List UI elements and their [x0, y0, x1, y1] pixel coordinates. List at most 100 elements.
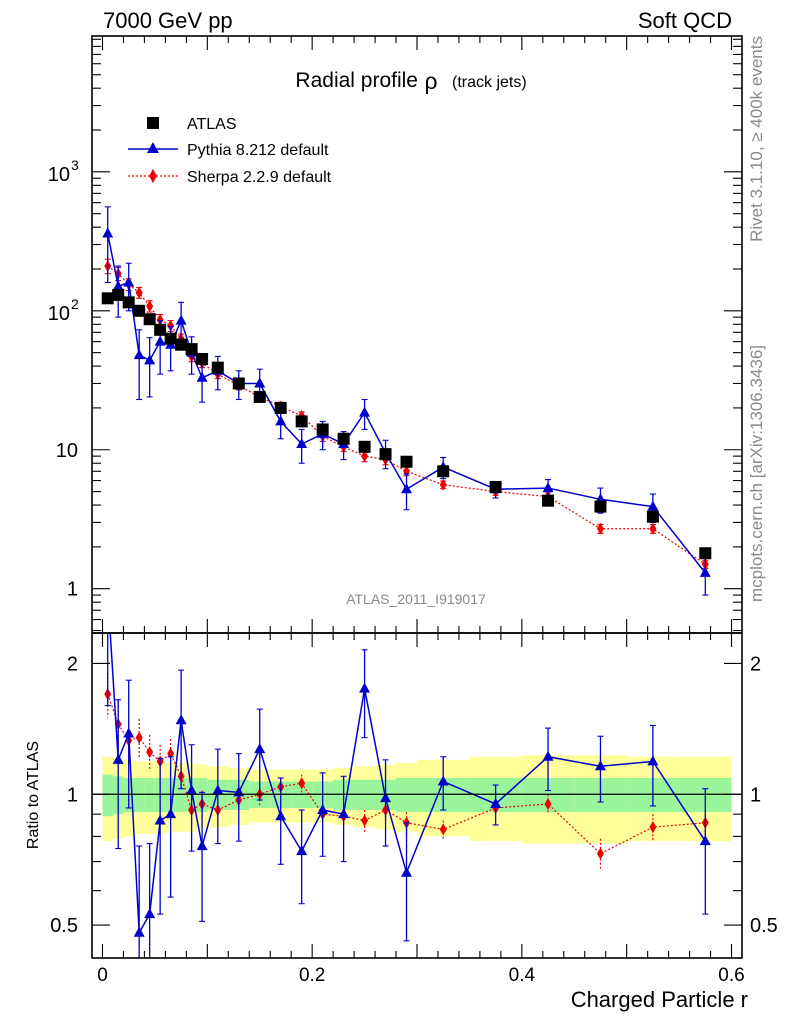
- atlas-point: [122, 296, 135, 309]
- pythia-point: [275, 415, 287, 426]
- ratio-uncertainty-band: [102, 755, 732, 844]
- pythia-ratio-point: [175, 714, 187, 725]
- pythia-ratio-point: [186, 784, 198, 795]
- pythia-ratio-point: [542, 750, 554, 761]
- pythia-point: [647, 500, 659, 511]
- atlas-point: [646, 510, 659, 523]
- pythia-ratio-point: [196, 840, 208, 851]
- pythia-point: [154, 335, 166, 346]
- y-tick-label-main: 1: [67, 579, 78, 601]
- y-tick-label-ratio-left: 1: [67, 784, 78, 806]
- chart-title-sub: (track jets): [452, 74, 527, 91]
- pythia-ratio-point: [212, 784, 224, 795]
- atlas-point: [274, 401, 287, 414]
- sherpa-ratio-point: [439, 823, 447, 836]
- legend: ATLAS Pythia 8.212 default Sherpa 2.2.9 …: [128, 116, 332, 186]
- pythia-ratio-point: [647, 755, 659, 766]
- pythia-point: [254, 377, 266, 388]
- pythia-point: [144, 354, 156, 365]
- x-tick-label: 0.2: [299, 965, 325, 986]
- sherpa-ratio-point: [146, 746, 154, 759]
- y-tick-label-main-exponent: 3: [71, 157, 79, 173]
- pythia-point: [133, 349, 145, 360]
- pythia-ratio-point: [112, 753, 124, 764]
- pythia-ratio-point: [594, 760, 606, 771]
- y-tick-label-ratio-left: 0.5: [50, 915, 78, 937]
- sherpa-ratio-point: [135, 731, 143, 744]
- sherpa-ratio-line: [107, 693, 706, 855]
- atlas-point: [175, 338, 188, 351]
- atlas-point: [232, 377, 245, 390]
- sherpa-point: [649, 522, 657, 535]
- pythia-ratio-point: [380, 792, 392, 803]
- y-tick-label-main-exponent: 2: [71, 296, 79, 312]
- atlas-point: [489, 480, 502, 493]
- sherpa-ratio-point: [298, 777, 306, 790]
- legend-marker-pythia: [147, 142, 159, 153]
- pythia-point: [112, 280, 124, 291]
- axis-ticks: [92, 36, 742, 958]
- pythia-point: [102, 227, 114, 238]
- y-tick-label-ratio-left: 2: [67, 653, 78, 675]
- atlas-point: [112, 288, 125, 301]
- band-green-bin: [175, 777, 187, 813]
- pythia-ratio-point: [144, 908, 156, 919]
- x-axis-label: Charged Particle r: [571, 987, 748, 1012]
- pythia-ratio-point: [359, 682, 371, 693]
- sherpa-point: [146, 300, 154, 313]
- x-tick-label: 0: [97, 965, 108, 986]
- pythia-ratio-point: [437, 775, 449, 786]
- pythia-ratio-point: [338, 808, 350, 819]
- pythia-line: [106, 233, 706, 574]
- pythia-point: [296, 438, 308, 449]
- band-green-bin: [102, 774, 113, 817]
- sherpa-line: [107, 265, 706, 565]
- atlas-point: [185, 343, 198, 356]
- sherpa-point: [135, 286, 143, 299]
- atlas-point: [211, 361, 224, 374]
- x-tick-label: 0.4: [509, 965, 536, 986]
- atlas-point: [154, 323, 167, 336]
- rivet-version-label: Rivet 3.1.10, ≥ 400k events: [747, 36, 766, 242]
- atlas-point: [437, 465, 450, 478]
- pythia-point: [196, 371, 208, 382]
- sherpa-ratio-point: [544, 797, 552, 810]
- band-green-bin: [396, 777, 417, 813]
- atlas-point: [379, 448, 392, 461]
- pythia-ratio-line: [109, 633, 706, 936]
- sherpa-ratio-point: [649, 821, 657, 834]
- chart-title-rho: ρ: [424, 68, 437, 94]
- atlas-point: [164, 332, 177, 345]
- atlas-point: [253, 390, 266, 403]
- legend-marker-atlas: [147, 117, 159, 129]
- band-green-bin: [144, 777, 155, 813]
- sherpa-point: [439, 478, 447, 491]
- y-tick-label-ratio-right: 1: [750, 784, 761, 806]
- pythia-ratio-point: [296, 845, 308, 856]
- atlas-point: [594, 500, 607, 513]
- ratio-plot-area: [104, 633, 711, 958]
- atlas-point: [699, 547, 712, 560]
- pythia-ratio-point: [123, 727, 135, 738]
- atlas-point: [400, 455, 413, 468]
- pythia-point: [699, 566, 711, 577]
- band-green-bin: [354, 779, 376, 811]
- sherpa-point: [361, 450, 369, 463]
- atlas-point: [295, 415, 308, 428]
- y-tick-label-main: 10: [48, 164, 70, 186]
- pythia-point: [175, 314, 187, 325]
- atlas-point: [316, 423, 329, 436]
- atlas-point: [337, 432, 350, 445]
- pythia-ratio-point: [275, 810, 287, 821]
- analysis-id-label: ATLAS_2011_I919017: [346, 591, 486, 607]
- y-tick-label-main: 10: [48, 303, 70, 325]
- legend-marker-sherpa: [149, 169, 157, 183]
- y-tick-label-main: 10: [56, 440, 78, 462]
- main-plot-area: [101, 206, 712, 596]
- atlas-point: [133, 304, 146, 317]
- pythia-ratio-point: [254, 743, 266, 754]
- x-tick-label: 0.6: [718, 965, 744, 986]
- pythia-ratio-point: [401, 866, 413, 877]
- pythia-point: [542, 482, 554, 493]
